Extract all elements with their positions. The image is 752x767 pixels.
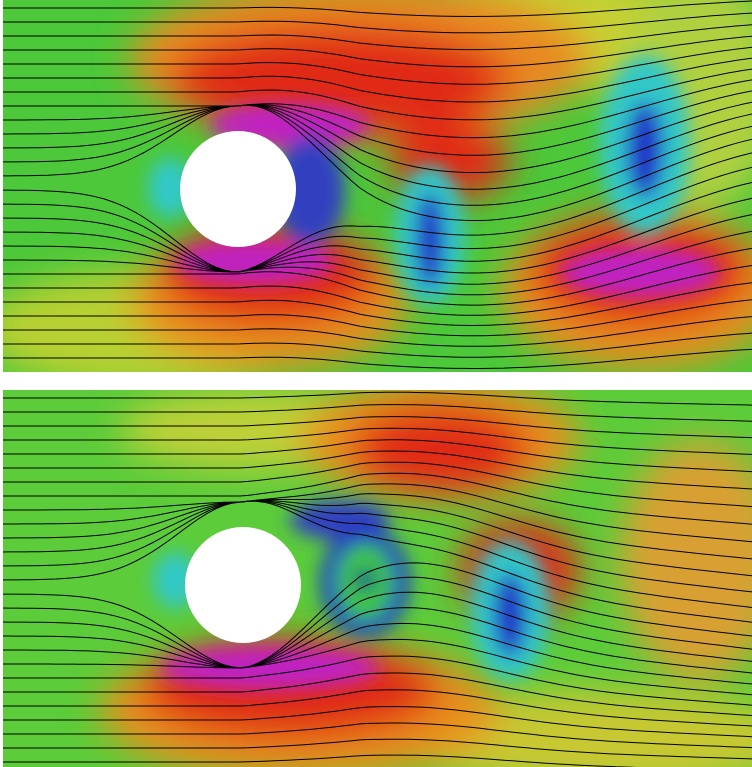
flow-figure xyxy=(0,0,752,767)
bottom-panel xyxy=(0,380,752,767)
top-panel xyxy=(0,0,752,390)
page: (() => { const ns = 'http://www.w3.org/2… xyxy=(0,0,752,767)
cylinder xyxy=(180,131,296,247)
cylinder xyxy=(185,527,301,643)
